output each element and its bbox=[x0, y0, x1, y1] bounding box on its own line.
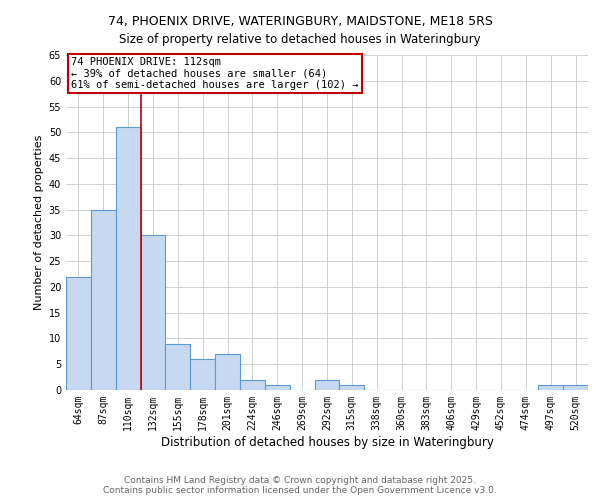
X-axis label: Distribution of detached houses by size in Wateringbury: Distribution of detached houses by size … bbox=[161, 436, 493, 448]
Bar bbox=[265, 385, 290, 390]
Text: 74, PHOENIX DRIVE, WATERINGBURY, MAIDSTONE, ME18 5RS: 74, PHOENIX DRIVE, WATERINGBURY, MAIDSTO… bbox=[107, 15, 493, 28]
Text: 74 PHOENIX DRIVE: 112sqm
← 39% of detached houses are smaller (64)
61% of semi-d: 74 PHOENIX DRIVE: 112sqm ← 39% of detach… bbox=[71, 56, 359, 90]
Bar bbox=[240, 380, 265, 390]
Bar bbox=[563, 385, 588, 390]
Text: Size of property relative to detached houses in Wateringbury: Size of property relative to detached ho… bbox=[119, 32, 481, 46]
Text: Contains HM Land Registry data © Crown copyright and database right 2025.
Contai: Contains HM Land Registry data © Crown c… bbox=[103, 476, 497, 495]
Bar bbox=[340, 385, 364, 390]
Bar bbox=[166, 344, 190, 390]
Bar bbox=[215, 354, 240, 390]
Bar bbox=[140, 236, 166, 390]
Bar bbox=[538, 385, 563, 390]
Bar bbox=[66, 276, 91, 390]
Bar bbox=[190, 359, 215, 390]
Bar bbox=[314, 380, 340, 390]
Bar bbox=[116, 127, 140, 390]
Y-axis label: Number of detached properties: Number of detached properties bbox=[34, 135, 44, 310]
Bar bbox=[91, 210, 116, 390]
